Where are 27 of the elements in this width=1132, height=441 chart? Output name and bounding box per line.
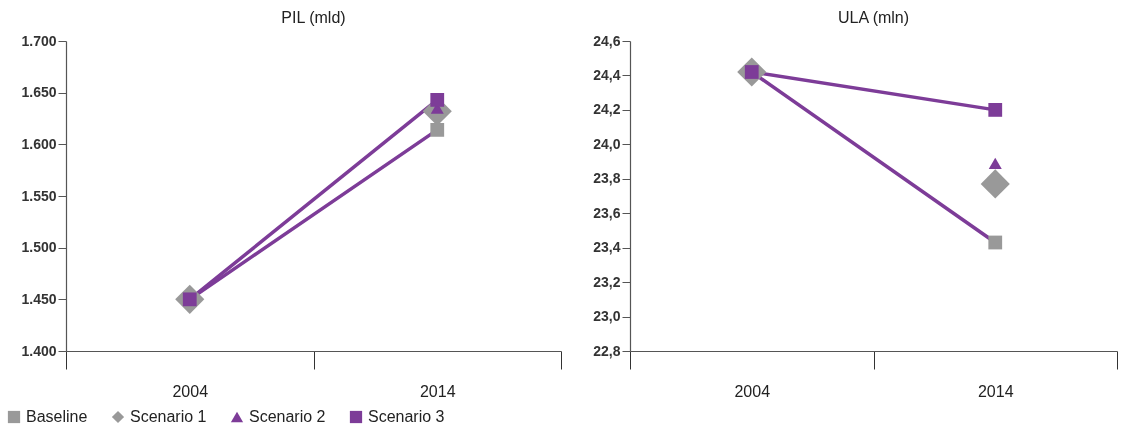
y-tick-label: 24,2 [593, 101, 621, 118]
y-tick-label: 24,4 [593, 66, 621, 83]
x-tick-label: 2004 [734, 382, 771, 400]
legend-label: Scenario 2 [249, 408, 326, 425]
y-tick-label: 1.450 [21, 290, 57, 307]
y-tick-label: 22,8 [593, 342, 621, 359]
y-tick-label: 1.400 [21, 342, 57, 359]
y-tick-label: 1.650 [21, 84, 57, 101]
y-tick-label: 23,2 [593, 273, 621, 290]
y-tick-label: 24,6 [593, 32, 621, 49]
x-tick-label: 2014 [977, 382, 1014, 400]
x-tick-label: 2014 [419, 382, 456, 400]
y-tick-label: 1.500 [21, 239, 57, 256]
y-tick-label: 23,4 [593, 239, 621, 256]
y-tick-label: 23,6 [593, 204, 621, 221]
y-tick-label: 24,0 [593, 135, 621, 152]
legend-label: Scenario 3 [368, 408, 445, 425]
y-tick-label: 1.600 [21, 135, 57, 152]
chart-title: ULA (mln) [837, 9, 910, 26]
y-tick-label: 23,8 [593, 170, 621, 187]
y-tick-label: 23,0 [593, 308, 621, 325]
legend-label: Scenario 1 [130, 408, 207, 425]
legend-label: Baseline [26, 408, 88, 425]
y-tick-label: 1.550 [21, 187, 57, 204]
chart-title: PIL (mld) [281, 9, 346, 26]
x-tick-label: 2004 [172, 382, 209, 400]
y-tick-label: 1.700 [21, 32, 57, 49]
